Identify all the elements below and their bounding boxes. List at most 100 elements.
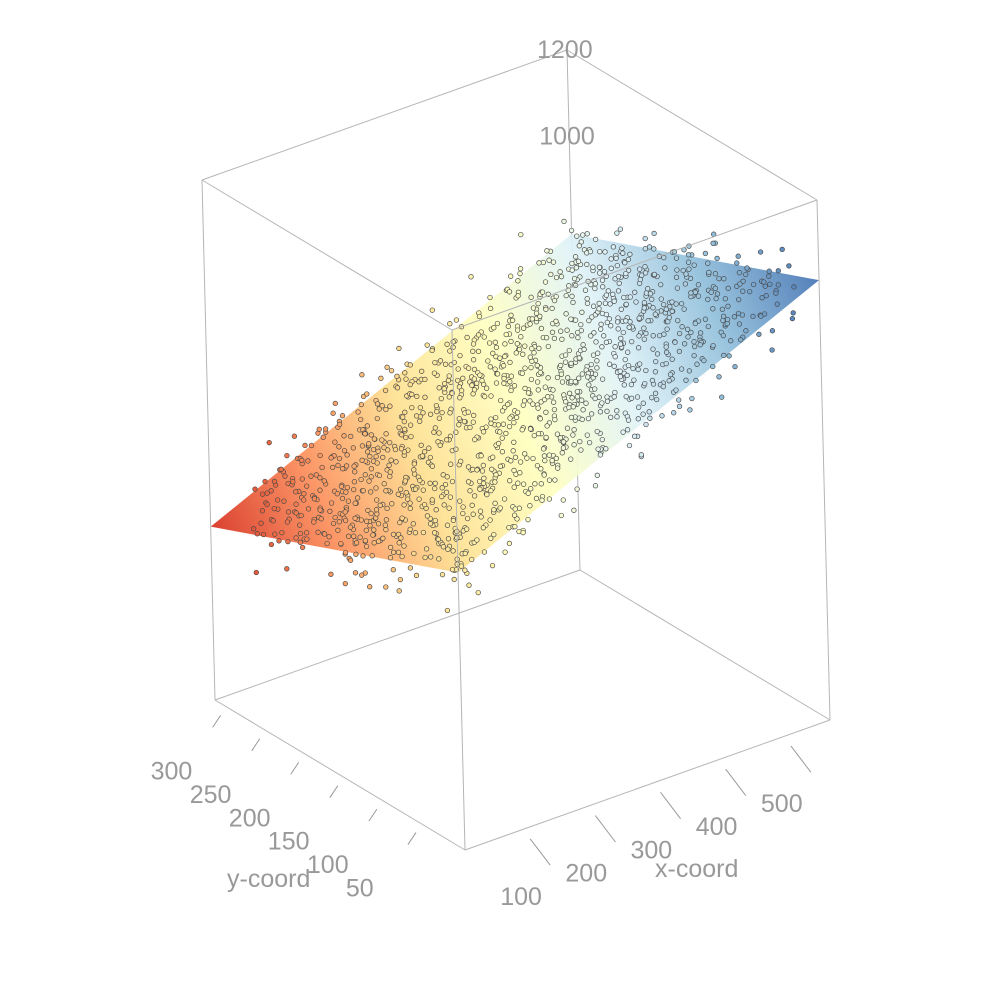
data-point — [397, 576, 404, 583]
data-point — [345, 533, 352, 539]
data-point — [604, 408, 610, 414]
data-point — [384, 364, 390, 370]
data-point — [641, 300, 648, 306]
data-point — [487, 294, 493, 301]
data-point — [546, 257, 552, 263]
data-point — [635, 366, 641, 373]
data-point — [375, 448, 381, 454]
data-point — [789, 315, 796, 322]
data-point — [447, 321, 453, 327]
data-point — [663, 360, 669, 367]
data-point — [274, 497, 281, 503]
data-point — [499, 408, 506, 414]
data-point — [518, 231, 524, 238]
data-point — [441, 380, 448, 387]
data-point — [759, 295, 765, 301]
data-point — [541, 453, 548, 459]
data-point — [539, 497, 545, 503]
data-point — [446, 373, 452, 379]
data-point — [347, 524, 354, 530]
data-point — [642, 264, 648, 270]
data-point — [510, 448, 516, 454]
data-point — [536, 345, 542, 351]
data-point — [342, 549, 349, 556]
data-point — [398, 486, 404, 492]
data-point — [528, 364, 534, 371]
data-point — [424, 513, 431, 519]
data-point — [260, 531, 267, 538]
data-point — [392, 446, 399, 453]
data-point — [411, 471, 418, 477]
data-point — [403, 434, 409, 441]
data-point — [271, 505, 277, 512]
data-point — [684, 326, 691, 332]
data-point — [487, 305, 494, 312]
data-point — [285, 509, 292, 515]
data-point — [363, 527, 369, 533]
data-point — [520, 351, 526, 357]
data-point — [612, 344, 618, 350]
data-point — [508, 373, 515, 379]
data-point — [685, 334, 691, 340]
data-point — [597, 409, 604, 415]
data-point — [317, 475, 323, 481]
data-point — [559, 450, 565, 456]
data-point — [534, 362, 540, 369]
data-point — [460, 504, 466, 510]
data-point — [663, 344, 669, 350]
data-point — [674, 267, 680, 273]
data-point — [362, 472, 368, 478]
data-point — [384, 505, 390, 512]
data-point — [388, 457, 394, 463]
data-point — [632, 289, 638, 295]
data-point — [390, 567, 396, 573]
data-point — [672, 339, 678, 345]
data-point — [544, 248, 550, 254]
data-point — [460, 375, 466, 381]
data-point — [353, 540, 360, 546]
y-tick-mark — [212, 715, 222, 728]
data-point — [431, 429, 437, 435]
data-point — [417, 477, 423, 484]
data-point — [678, 300, 685, 307]
data-point — [471, 376, 478, 382]
data-point — [358, 416, 364, 423]
data-point — [542, 384, 548, 390]
data-point — [602, 300, 609, 306]
data-point — [478, 453, 484, 459]
data-point — [442, 481, 449, 488]
data-point — [516, 346, 523, 353]
data-point — [503, 331, 509, 338]
data-point — [387, 469, 393, 475]
data-point — [470, 341, 477, 347]
data-point — [713, 295, 719, 302]
data-point — [553, 318, 559, 324]
data-point — [492, 339, 498, 345]
data-point — [407, 526, 413, 532]
data-point — [493, 414, 499, 421]
data-point — [761, 279, 767, 285]
y-tick-mark — [251, 738, 261, 752]
y-tick-mark — [290, 761, 300, 775]
data-point — [594, 472, 600, 478]
data-point — [444, 607, 451, 614]
data-point — [710, 240, 716, 246]
data-point — [262, 478, 268, 485]
data-point — [568, 227, 575, 234]
data-point — [407, 381, 413, 388]
data-point — [330, 520, 337, 527]
data-point — [641, 336, 647, 342]
data-point — [470, 357, 477, 363]
data-point — [485, 358, 491, 364]
data-point — [332, 400, 338, 407]
data-point — [584, 432, 590, 438]
data-point — [481, 549, 488, 555]
data-point — [437, 442, 443, 448]
data-point — [575, 258, 582, 264]
data-point — [720, 332, 726, 339]
data-point — [614, 262, 620, 269]
data-point — [270, 518, 276, 524]
data-point — [369, 553, 375, 559]
x-tick-label: 500 — [761, 790, 803, 818]
data-point — [744, 265, 750, 271]
